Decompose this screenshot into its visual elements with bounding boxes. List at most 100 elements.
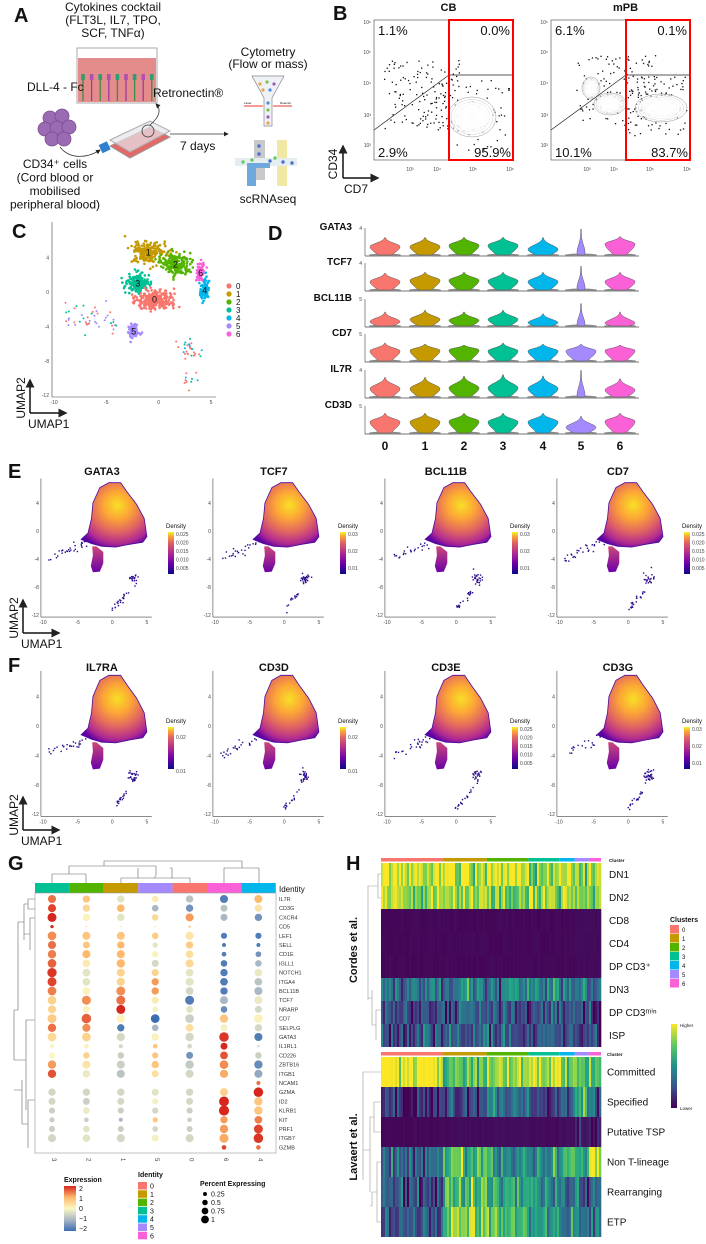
heatmap-cell [413,1117,416,1147]
density-main-cluster [80,482,148,548]
heatmap-cell [495,886,498,909]
event-dot [636,81,638,83]
low-density-point [478,577,480,579]
expression-dot [151,959,159,967]
heatmap-cell [569,1147,572,1177]
event-dot [426,126,428,128]
heatmap-cell [487,1001,490,1024]
heatmap-cell [457,886,460,909]
low-density-point [225,551,228,553]
low-density-point [571,554,573,556]
heatmap-cell [473,863,476,886]
heatmap-cell [547,1001,550,1024]
heatmap-cell [487,886,490,909]
heatmap-cell [553,1117,556,1147]
event-dot [616,91,618,94]
low-density-point [478,582,481,584]
low-density-point [426,544,428,546]
low-density-point [134,779,136,781]
cluster-bar-segment-0 [381,858,443,862]
percent-legend-label: 1 [211,1217,215,1224]
heatmap-cell [559,1177,562,1207]
heatmap-cell [545,863,548,886]
heatmap-cell [473,932,476,955]
heatmap-cell [423,886,426,909]
low-density-point [125,592,128,594]
event-dot [641,77,643,79]
low-density-point [635,595,638,597]
heatmap-cell [507,1117,510,1147]
low-density-point [424,542,426,544]
heatmap-cell [497,863,500,886]
heatmap-cell [451,978,454,1001]
heatmap-cell [387,932,390,955]
low-density-point [632,603,635,606]
heatmap-cell [383,932,386,955]
cell-point-cluster-1 [155,251,159,255]
low-density-point [284,808,287,810]
heatmap-cell [569,1057,572,1087]
heatmap-cell [581,978,584,1001]
low-density-point [586,547,589,549]
low-density-point [587,740,590,742]
low-density-point [290,599,292,601]
event-dot [503,115,506,117]
event-dot [645,91,647,93]
heatmap-cell [467,1001,470,1024]
heatmap-cell [451,909,454,932]
y-tick-label: -12 [548,613,555,619]
heatmap-cell [581,1207,584,1237]
heatmap-cell [567,1024,570,1047]
cell-point-cluster-0 [91,310,94,313]
heatmap-cell [535,1207,538,1237]
heatmap-cell [551,909,554,932]
heatmap-cell [549,978,552,1001]
heatmap-cell [553,1207,556,1237]
heatmap-cell [489,909,492,932]
expression-dot [220,904,228,912]
heatmap-cell [393,932,396,955]
low-density-point [583,740,586,742]
density-plot-cd3e: CD3E-10 -5 0 540-4-8-12Density0.0250.0200.0… [376,662,533,825]
cell-point-cluster-5 [128,334,132,338]
cell-point-cluster-0 [159,303,163,307]
cell-point-cluster-4 [198,281,201,285]
expression-legend-tick: 0 [79,1206,83,1213]
heatmap-cell [535,1117,538,1147]
cell-point-cluster-5 [135,328,138,332]
heatmap-cell [389,1087,392,1117]
low-density-point [595,541,597,543]
heatmap-cell [455,1147,458,1177]
identity-bar-cluster-3 [35,883,70,893]
expression-dot [254,1032,263,1042]
heatmap-cell [383,1207,386,1237]
density-legend-tick: 0.025 [692,532,705,538]
heatmap-cell [513,1177,516,1207]
low-density-point [78,742,80,744]
heatmap-cell [471,1001,474,1024]
heatmap-cell [551,886,554,909]
heatmap-cell [483,1117,486,1147]
y-tick-label: 10⁴ [363,81,371,87]
y-tick-label: -4 [550,557,555,563]
low-density-point [114,603,116,605]
heatmap-cell [483,932,486,955]
heatmap-cell [475,863,478,886]
low-density-point [294,595,296,597]
expression-dot [47,977,57,987]
heatmap-cell [473,978,476,1001]
density-legend-tick: 0.020 [520,736,533,742]
low-density-point [131,778,133,780]
gene-label: NRARP [279,1007,299,1013]
event-dot [393,67,395,69]
heatmap-cell [387,978,390,1001]
event-dot [605,117,607,120]
heatmap-cell [439,886,442,909]
x-tick-label: -10 [383,819,390,825]
low-density-point [403,552,405,554]
cell-point-cluster-2 [162,257,165,260]
heatmap-cell [521,1001,524,1024]
heatmap-cell [569,978,572,1001]
heatmap-cell [525,978,528,1001]
heatmap-cell [555,932,558,955]
